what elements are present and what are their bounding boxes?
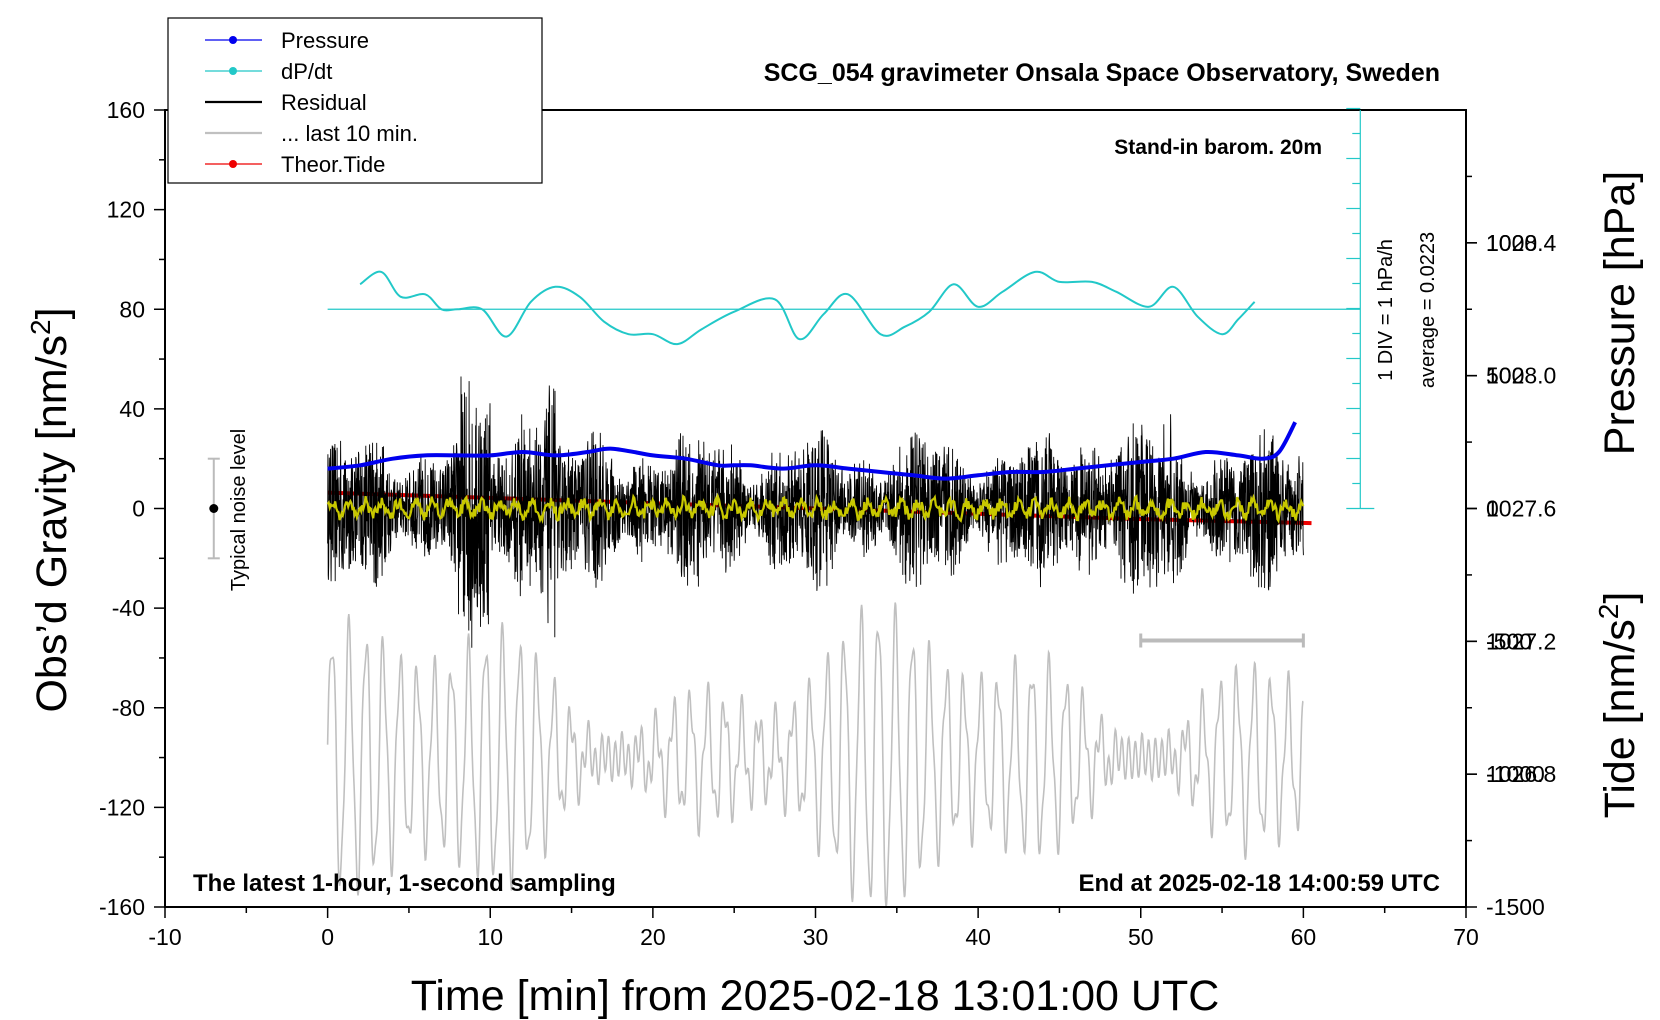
y-axis-label: Obs’d Gravity [nm/s2] bbox=[25, 307, 76, 712]
y-tick-label: 80 bbox=[119, 296, 145, 322]
dpdt-line bbox=[359, 270, 1256, 346]
last10-series bbox=[326, 602, 1304, 907]
noise-note: Typical noise level bbox=[228, 429, 250, 591]
legend-label: Theor.Tide bbox=[281, 152, 385, 177]
y-tick-label: 160 bbox=[107, 97, 145, 123]
x-tick-label: 60 bbox=[1291, 924, 1317, 950]
legend-label: dP/dt bbox=[281, 59, 332, 84]
x-tick-label: 70 bbox=[1453, 924, 1479, 950]
tide-tick-label: 0 bbox=[1486, 496, 1499, 522]
x-axis-label: Time [min] from 2025-02-18 13:01:00 UTC bbox=[411, 972, 1220, 1020]
dpdt-series bbox=[327, 270, 1361, 346]
legend-marker bbox=[229, 67, 237, 75]
residual-series bbox=[326, 376, 1305, 648]
pressure-tick-label: 1028.4 bbox=[1486, 230, 1557, 256]
pressure-tick-label: 1028.0 bbox=[1486, 363, 1556, 389]
tide-tick-label: 500 bbox=[1486, 363, 1524, 389]
x-tick-label: 0 bbox=[321, 924, 334, 950]
pressure-tick-label: 1027.2 bbox=[1486, 628, 1556, 654]
pressure-tick-label: 1026.8 bbox=[1486, 761, 1556, 787]
x-tick-label: 40 bbox=[965, 924, 991, 950]
x-tick-label: 50 bbox=[1128, 924, 1154, 950]
y-tick-label: 120 bbox=[107, 197, 145, 223]
x-tick-label: 10 bbox=[477, 924, 503, 950]
x-tick-label: -10 bbox=[148, 924, 181, 950]
legend-label: Pressure bbox=[281, 28, 369, 53]
y-tick-label: -40 bbox=[112, 595, 145, 621]
tide-tick-label: 1000 bbox=[1486, 230, 1537, 256]
y-tick-label: -80 bbox=[112, 695, 145, 721]
noise-dot bbox=[209, 504, 219, 513]
average-note: average = 0.0223 bbox=[1417, 232, 1439, 388]
x-tick-label: 30 bbox=[803, 924, 829, 950]
tide-tick-label: -1000 bbox=[1486, 761, 1545, 787]
tide-axis-label: Tide [nm/s2] bbox=[1593, 592, 1644, 819]
y-tick-label: -160 bbox=[99, 894, 145, 920]
axes: -10 0 10 20 30 40 50 60 70 -160 -120 -80 -40 0 40 80 120… bbox=[99, 97, 1557, 950]
legend-box bbox=[167, 17, 543, 184]
pressure-series bbox=[327, 421, 1297, 481]
div-note: 1 DIV = 1 hPa/h bbox=[1375, 239, 1397, 381]
legend-label: Residual bbox=[281, 90, 367, 115]
end-note: End at 2025-02-18 14:00:59 UTC bbox=[1079, 870, 1441, 897]
pressure-axis-label: Pressure [hPa] bbox=[1596, 171, 1644, 455]
legend-marker bbox=[229, 36, 237, 44]
tide-tick-label: -500 bbox=[1486, 628, 1532, 654]
y-tick-label: 0 bbox=[132, 496, 145, 522]
barometer-note: Stand-in barom. 20m bbox=[1114, 136, 1322, 159]
residual-mean-line bbox=[326, 492, 1305, 524]
last10-line bbox=[326, 602, 1304, 907]
y-tick-label: -120 bbox=[99, 794, 145, 820]
legend-label: ... last 10 min. bbox=[281, 121, 418, 146]
annotations: SCG_054 gravimeter Onsala Space Observat… bbox=[25, 59, 1644, 1020]
y-tick-label: 40 bbox=[119, 396, 145, 422]
pressure-line bbox=[327, 421, 1297, 481]
tide-tick-label: -1500 bbox=[1486, 894, 1545, 920]
chart-title: SCG_054 gravimeter Onsala Space Observat… bbox=[764, 59, 1440, 87]
legend-marker bbox=[229, 160, 237, 168]
latest-note: The latest 1-hour, 1-second sampling bbox=[193, 870, 616, 897]
pressure-tick-label: 1027.6 bbox=[1486, 496, 1556, 522]
x-tick-label: 20 bbox=[640, 924, 666, 950]
legend: Pressure dP/dt Residual ... last 10 min. The… bbox=[167, 17, 543, 184]
